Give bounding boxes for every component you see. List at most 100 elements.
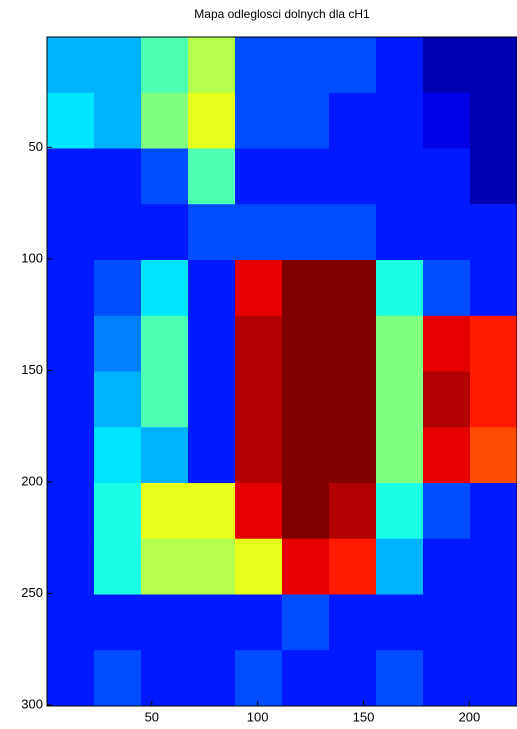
heat-cell [376,595,424,651]
heat-cell [235,93,283,149]
heat-cell [282,539,330,595]
heat-cell [376,539,424,595]
heat-cell [329,539,377,595]
heat-cell [470,650,517,706]
heat-cell [376,427,424,483]
y-tick-label: 200 [21,473,43,488]
heat-cell [376,483,424,539]
y-tick-label: 150 [21,362,43,377]
chart: Mapa odleglosci dolnych dla cH1 50100150… [0,0,517,729]
heat-cell [235,595,283,651]
heat-cell [235,539,283,595]
heat-cell [141,483,189,539]
heat-cell [47,650,95,706]
heat-cell [376,37,424,93]
heat-cell [376,149,424,205]
heat-cell [188,93,236,149]
heat-cell [188,260,236,316]
y-tick-label: 50 [29,139,43,154]
heat-cell [282,37,330,93]
heat-cell [141,260,189,316]
heat-cell [235,372,283,428]
heat-cell [141,595,189,651]
heat-cell [423,260,471,316]
heat-cell [94,37,142,93]
heat-cell [94,316,142,372]
heat-cell [329,204,377,260]
heat-cell [94,372,142,428]
heat-cell [329,483,377,539]
heat-cell [141,37,189,93]
heat-cell [47,149,95,205]
heat-cell [470,595,517,651]
heat-cell [94,427,142,483]
heat-cell [282,316,330,372]
heat-cell [423,483,471,539]
heat-cell [47,595,95,651]
heat-cell [141,316,189,372]
heat-cell [282,427,330,483]
heat-cell [470,204,517,260]
heat-cell [47,427,95,483]
heat-cell [470,483,517,539]
x-tick-label: 50 [145,709,159,724]
heat-cell [329,595,377,651]
heat-cell [423,595,471,651]
heat-cell [188,483,236,539]
heat-cell [423,316,471,372]
heat-cell [94,93,142,149]
heat-cell [94,650,142,706]
heat-cell [329,93,377,149]
heat-cell [329,372,377,428]
heat-cell [188,372,236,428]
heat-cell [235,149,283,205]
heat-cell [94,260,142,316]
heat-cell [470,372,517,428]
heat-cell [470,37,517,93]
heat-cell [188,204,236,260]
heat-cell [235,37,283,93]
heat-cell [47,539,95,595]
heat-cell [94,483,142,539]
heat-cell [94,204,142,260]
heat-cell [188,149,236,205]
heat-cell [376,93,424,149]
heat-cell [141,427,189,483]
heat-cell [47,37,95,93]
heat-cell [470,93,517,149]
x-tick-label: 100 [247,709,269,724]
heat-cell [282,595,330,651]
heat-cell [235,427,283,483]
y-tick-label: 100 [21,250,43,265]
heat-cell [329,650,377,706]
heat-cell [47,93,95,149]
heat-cell [376,204,424,260]
heat-cell [423,204,471,260]
heat-cell [141,93,189,149]
heat-cell [282,650,330,706]
heat-cell [141,539,189,595]
heat-cell [470,149,517,205]
heat-cell [282,204,330,260]
heat-cell [94,539,142,595]
heat-cell [47,372,95,428]
heat-cell [235,260,283,316]
heat-cell [188,539,236,595]
y-tick-label: 300 [21,696,43,711]
heat-cell [141,149,189,205]
heat-cell [94,595,142,651]
heat-cell [235,316,283,372]
x-tick-label: 150 [353,709,375,724]
heat-cell [423,539,471,595]
heat-cell [470,316,517,372]
heat-cell [282,149,330,205]
heat-cell [376,316,424,372]
heat-cell [470,539,517,595]
heat-cell [141,650,189,706]
heat-cell [141,204,189,260]
heat-cell [235,204,283,260]
heat-cell [329,260,377,316]
heat-cell [282,260,330,316]
heat-cell [47,204,95,260]
heat-cell [188,37,236,93]
